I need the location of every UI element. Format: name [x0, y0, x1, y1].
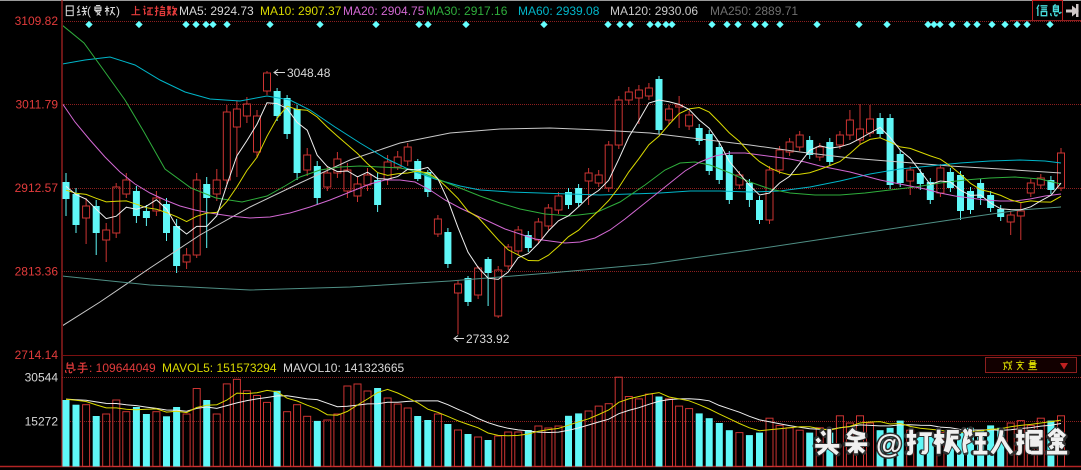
svg-text:2813.36: 2813.36 — [15, 265, 59, 279]
svg-text:3048.48: 3048.48 — [287, 66, 331, 80]
svg-text:MA60: 2939.08: MA60: 2939.08 — [518, 4, 600, 18]
svg-text:MA250: 2889.71: MA250: 2889.71 — [710, 4, 798, 18]
svg-text:: 109644049: : 109644049 — [89, 361, 156, 375]
svg-text:MAVOL5: 151573294: MAVOL5: 151573294 — [162, 361, 277, 375]
svg-text:3011.79: 3011.79 — [16, 98, 59, 112]
svg-text:MA120: 2930.06: MA120: 2930.06 — [610, 4, 698, 18]
svg-text:MA5: 2924.73: MA5: 2924.73 — [179, 4, 254, 18]
svg-text:(: ( — [87, 4, 91, 18]
svg-text:MAVOL10: 141323665: MAVOL10: 141323665 — [283, 361, 405, 375]
svg-text:2733.92: 2733.92 — [466, 332, 510, 346]
svg-text:MA20: 2904.75: MA20: 2904.75 — [343, 4, 425, 18]
svg-text:@: @ — [876, 429, 902, 459]
svg-text:2912.57: 2912.57 — [15, 181, 59, 195]
svg-text:): ) — [116, 4, 120, 18]
svg-text:3109.82: 3109.82 — [15, 14, 59, 28]
svg-text:MA30: 2917.16: MA30: 2917.16 — [426, 4, 508, 18]
svg-text:15272: 15272 — [25, 415, 59, 429]
svg-text:2714.14: 2714.14 — [15, 348, 59, 362]
svg-text:30544: 30544 — [25, 371, 59, 385]
svg-text:MA10: 2907.37: MA10: 2907.37 — [260, 4, 342, 18]
